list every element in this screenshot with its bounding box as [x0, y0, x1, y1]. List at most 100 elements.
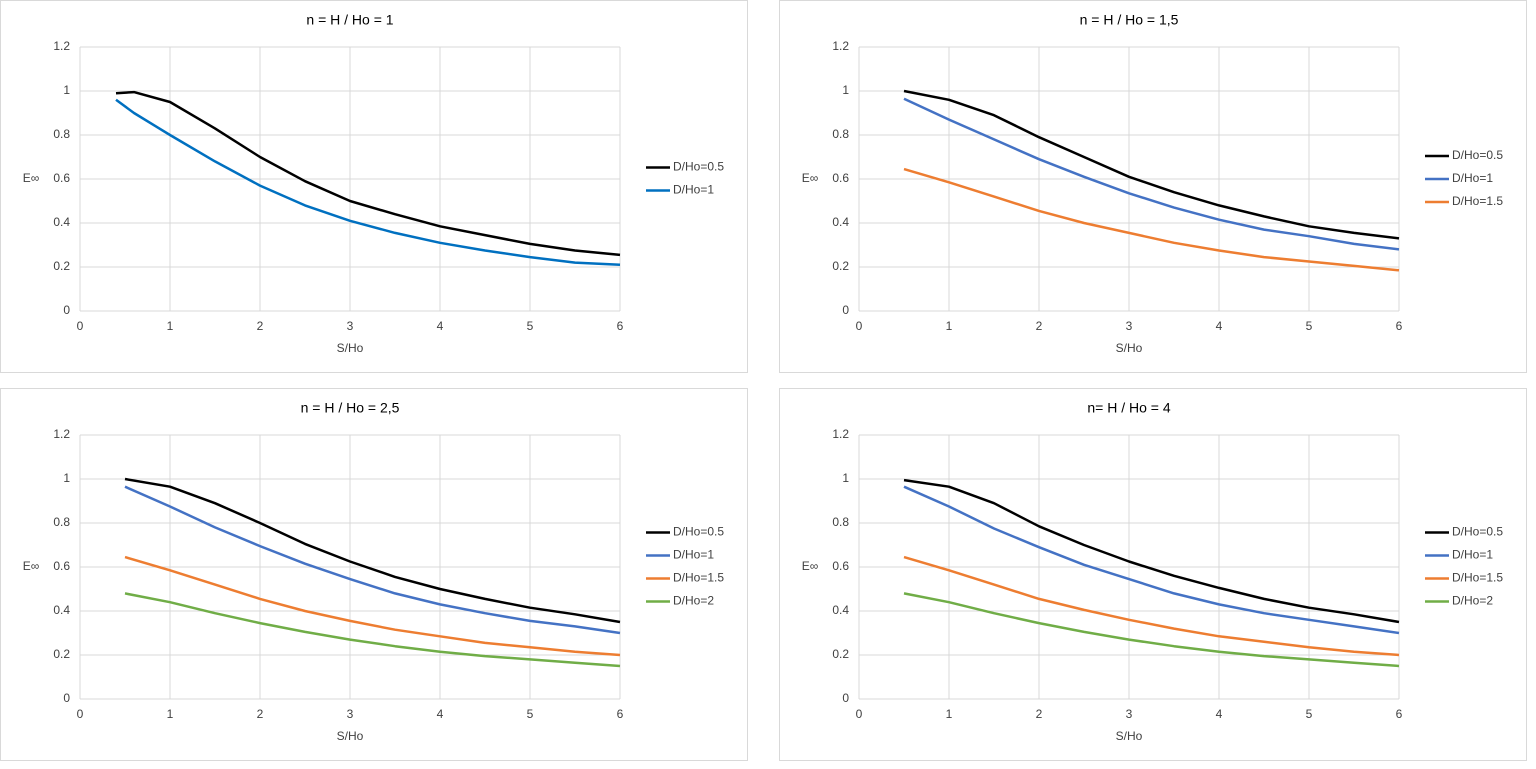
- chart-title: n = H / Ho = 1: [306, 12, 393, 28]
- legend-label: D/Ho=0.5: [1452, 148, 1503, 162]
- x-tick-label: 4: [437, 319, 444, 333]
- y-tick-label: 0.6: [832, 559, 849, 573]
- legend-label: D/Ho=1: [1452, 171, 1493, 185]
- x-tick-label: 0: [77, 319, 84, 333]
- y-tick-label: 0: [842, 691, 849, 705]
- y-tick-label: 1.2: [53, 427, 70, 441]
- chart-title: n = H / Ho = 2,5: [301, 400, 400, 416]
- y-tick-label: 0.4: [53, 603, 70, 617]
- chart: n = H / Ho = 2,5 0 0.2 0.4 0.6 0.8 1 1.2 0 1 2 3 4 5 6…: [23, 400, 725, 743]
- series-line: [903, 478, 1400, 624]
- x-tick-label: 6: [1396, 707, 1403, 721]
- y-tick-label: 0.8: [53, 127, 70, 141]
- y-axis-label: E∞: [802, 171, 819, 185]
- y-axis-label: E∞: [23, 171, 40, 185]
- x-tick-label: 2: [257, 707, 264, 721]
- x-tick-label: 6: [1396, 319, 1403, 333]
- chart-panel: n= H / Ho = 4 0 0.2 0.4 0.6 0.8 1 1.2 0 1 2 3 4 5 6 S/H…: [779, 388, 1527, 761]
- y-tick-label: 0.4: [53, 215, 70, 229]
- x-tick-label: 0: [77, 707, 84, 721]
- x-tick-label: 4: [437, 707, 444, 721]
- x-tick-label: 2: [257, 319, 264, 333]
- y-tick-label: 1.2: [832, 39, 849, 53]
- y-tick-label: 0.6: [53, 171, 70, 185]
- x-tick-label: 2: [1036, 707, 1043, 721]
- y-tick-label: 0.6: [53, 559, 70, 573]
- y-tick-label: 1.2: [832, 427, 849, 441]
- legend-label: D/Ho=1.5: [673, 571, 724, 585]
- x-axis-label: S/Ho: [337, 341, 364, 355]
- x-tick-label: 1: [167, 707, 174, 721]
- chart-panel: n = H / Ho = 2,5 0 0.2 0.4 0.6 0.8 1 1.2 0 1 2 3 4 5 6…: [0, 388, 748, 761]
- x-tick-label: 1: [167, 319, 174, 333]
- chart-panel: n = H / Ho = 1 0 0.2 0.4 0.6 0.8 1 1.2 0 1 2 3 4 5 6 S/…: [0, 0, 748, 373]
- y-tick-label: 0.8: [832, 127, 849, 141]
- legend-label: D/Ho=0.5: [1452, 525, 1503, 539]
- x-tick-label: 2: [1036, 319, 1043, 333]
- series-line: [124, 477, 621, 624]
- y-tick-label: 1: [63, 83, 70, 97]
- series-line: [115, 98, 621, 267]
- series-line: [903, 89, 1400, 240]
- y-tick-label: 1.2: [53, 39, 70, 53]
- x-tick-label: 5: [1306, 707, 1313, 721]
- legend-label: D/Ho=0.5: [673, 525, 724, 539]
- x-tick-label: 0: [856, 319, 863, 333]
- x-tick-label: 4: [1216, 707, 1223, 721]
- chart: n = H / Ho = 1 0 0.2 0.4 0.6 0.8 1 1.2 0 1 2 3 4 5 6 S/…: [23, 12, 725, 355]
- series-line: [124, 485, 621, 635]
- y-tick-label: 0.8: [53, 515, 70, 529]
- y-tick-label: 0.8: [832, 515, 849, 529]
- legend-label: D/Ho=1.5: [1452, 571, 1503, 585]
- legend-label: D/Ho=1.5: [1452, 194, 1503, 208]
- y-tick-label: 0.2: [53, 259, 70, 273]
- y-tick-label: 1: [63, 471, 70, 485]
- y-tick-label: 0.4: [832, 215, 849, 229]
- y-axis-label: E∞: [23, 559, 40, 573]
- y-tick-label: 0: [63, 691, 70, 705]
- x-axis-label: S/Ho: [337, 729, 364, 743]
- x-tick-label: 1: [946, 707, 953, 721]
- x-axis-label: S/Ho: [1116, 341, 1143, 355]
- y-tick-label: 0.4: [832, 603, 849, 617]
- series-line: [124, 592, 621, 668]
- legend-label: D/Ho=0.5: [673, 160, 724, 174]
- y-tick-label: 0.6: [832, 171, 849, 185]
- series-line: [124, 555, 621, 657]
- y-tick-label: 1: [842, 471, 849, 485]
- x-tick-label: 5: [1306, 319, 1313, 333]
- y-tick-label: 0: [842, 303, 849, 317]
- y-tick-label: 0.2: [832, 647, 849, 661]
- series-line: [903, 167, 1400, 272]
- series-line: [903, 555, 1400, 657]
- chart: n = H / Ho = 1,5 0 0.2 0.4 0.6 0.8 1 1.2 0 1 2 3 4 5 6…: [802, 12, 1504, 355]
- series-line: [903, 97, 1400, 251]
- y-tick-label: 0: [63, 303, 70, 317]
- chart-title: n= H / Ho = 4: [1087, 400, 1170, 416]
- y-tick-label: 1: [842, 83, 849, 97]
- y-tick-label: 0.2: [53, 647, 70, 661]
- chart-panel: n = H / Ho = 1,5 0 0.2 0.4 0.6 0.8 1 1.2 0 1 2 3 4 5 6…: [779, 0, 1527, 373]
- legend-label: D/Ho=1: [673, 548, 714, 562]
- legend-label: D/Ho=1: [1452, 548, 1493, 562]
- legend-label: D/Ho=1: [673, 183, 714, 197]
- legend-label: D/Ho=2: [673, 594, 714, 608]
- x-tick-label: 0: [856, 707, 863, 721]
- chart: n= H / Ho = 4 0 0.2 0.4 0.6 0.8 1 1.2 0 1 2 3 4 5 6 S/H…: [802, 400, 1504, 743]
- x-tick-label: 3: [1126, 707, 1133, 721]
- x-tick-label: 5: [527, 319, 534, 333]
- x-tick-label: 6: [617, 707, 624, 721]
- series-line: [903, 592, 1400, 668]
- x-axis-label: S/Ho: [1116, 729, 1143, 743]
- legend-label: D/Ho=2: [1452, 594, 1493, 608]
- x-tick-label: 5: [527, 707, 534, 721]
- series-line: [115, 90, 621, 257]
- x-tick-label: 4: [1216, 319, 1223, 333]
- x-tick-label: 3: [1126, 319, 1133, 333]
- x-tick-label: 1: [946, 319, 953, 333]
- series-line: [903, 485, 1400, 635]
- y-tick-label: 0.2: [832, 259, 849, 273]
- y-axis-label: E∞: [802, 559, 819, 573]
- x-tick-label: 3: [347, 319, 354, 333]
